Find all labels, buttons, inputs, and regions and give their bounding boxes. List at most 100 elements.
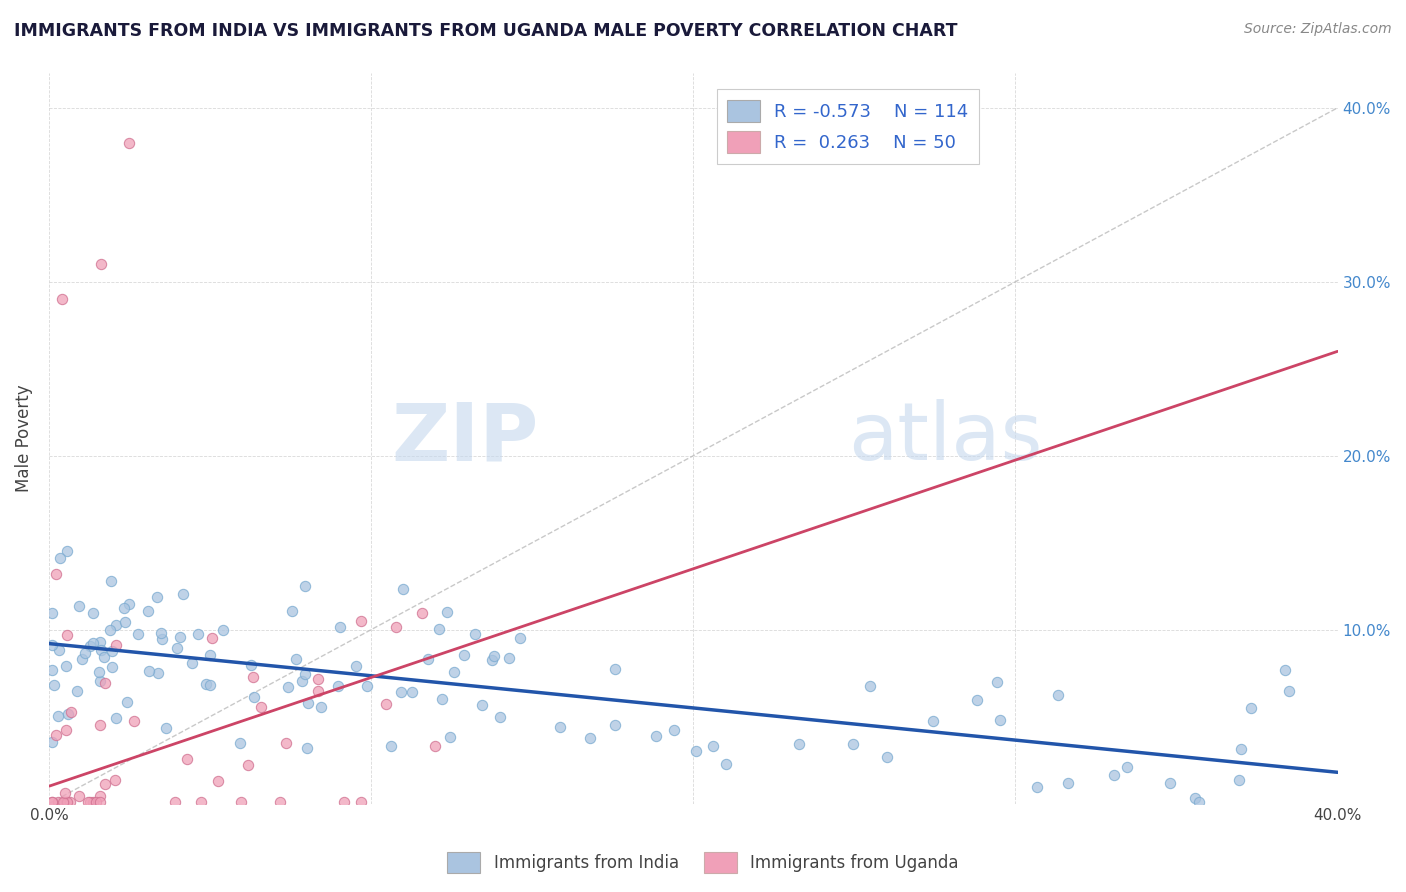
Point (90, 257, 112, 271)
Point (46, 709, 69, 723)
Point (243, 690, 266, 704)
Point (48, 795, 70, 809)
Point (41, 795, 63, 809)
Point (439, 730, 461, 744)
Point (295, 740, 318, 755)
Point (200, 678, 222, 692)
Text: Source: ZipAtlas.com: Source: ZipAtlas.com (1244, 22, 1392, 37)
Point (550, 720, 572, 734)
Point (89, 674, 111, 689)
Point (307, 683, 329, 698)
Point (1188, 795, 1211, 809)
Point (94, 776, 117, 790)
Point (380, 739, 402, 753)
Point (114, 601, 136, 615)
Point (94, 676, 117, 690)
Point (41, 795, 63, 809)
Point (842, 737, 865, 751)
Point (966, 693, 988, 707)
Point (52, 795, 75, 809)
Point (416, 652, 439, 666)
Point (200, 648, 222, 662)
Point (150, 632, 173, 647)
Point (307, 672, 329, 686)
Point (453, 648, 475, 663)
Point (115, 695, 138, 709)
Text: ZIP: ZIP (391, 400, 538, 477)
Point (114, 615, 136, 629)
Point (922, 714, 945, 728)
Point (44, 677, 66, 691)
Point (150, 626, 173, 640)
Point (55, 795, 77, 809)
Point (276, 736, 298, 750)
Point (1184, 791, 1206, 805)
Point (471, 698, 494, 712)
Point (87, 665, 110, 679)
Point (93, 650, 115, 665)
Point (481, 653, 503, 667)
Point (350, 795, 373, 809)
Point (1230, 742, 1253, 756)
Point (104, 638, 127, 652)
Point (988, 713, 1011, 727)
Point (250, 699, 273, 714)
Point (240, 657, 263, 672)
Point (443, 665, 465, 680)
Point (66, 683, 89, 698)
Point (41, 735, 63, 749)
Point (1274, 663, 1296, 677)
Point (605, 661, 627, 675)
Point (1102, 767, 1125, 781)
Point (55, 659, 77, 673)
Point (498, 651, 520, 665)
Point (104, 711, 127, 725)
Point (163, 795, 186, 809)
Point (127, 627, 149, 641)
Point (166, 641, 188, 656)
Point (59, 705, 82, 719)
Point (294, 667, 316, 681)
Point (56, 706, 79, 721)
Point (118, 597, 141, 611)
Point (84, 795, 107, 809)
Text: IMMIGRANTS FROM INDIA VS IMMIGRANTS FROM UGANDA MALE POVERTY CORRELATION CHART: IMMIGRANTS FROM INDIA VS IMMIGRANTS FROM… (14, 22, 957, 40)
Point (79, 795, 101, 809)
Point (579, 731, 602, 745)
Point (195, 677, 218, 691)
Point (436, 605, 458, 619)
Point (356, 679, 378, 693)
Point (104, 617, 127, 632)
Point (41, 663, 63, 677)
Point (56, 795, 79, 809)
Text: atlas: atlas (848, 400, 1042, 477)
Point (77, 795, 100, 809)
Point (662, 723, 685, 738)
Point (155, 721, 177, 735)
Point (509, 631, 531, 645)
Point (49, 550, 72, 565)
Point (67, 599, 90, 614)
Point (82, 607, 104, 621)
Point (89, 789, 111, 803)
Point (374, 697, 396, 711)
Point (401, 685, 423, 699)
Point (146, 590, 169, 604)
Point (1159, 776, 1181, 790)
Point (1240, 701, 1263, 715)
Point (89, 635, 111, 649)
Point (384, 620, 406, 634)
Legend: Immigrants from India, Immigrants from Uganda: Immigrants from India, Immigrants from U… (440, 846, 966, 880)
Point (488, 710, 510, 724)
Point (389, 685, 412, 699)
Point (56, 544, 79, 558)
Point (297, 696, 319, 710)
Point (1278, 684, 1301, 698)
Point (82, 636, 104, 650)
Point (685, 743, 707, 757)
Point (118, 136, 141, 150)
Point (425, 739, 447, 754)
Point (89, 795, 111, 809)
Point (1227, 772, 1250, 787)
Point (876, 749, 898, 764)
